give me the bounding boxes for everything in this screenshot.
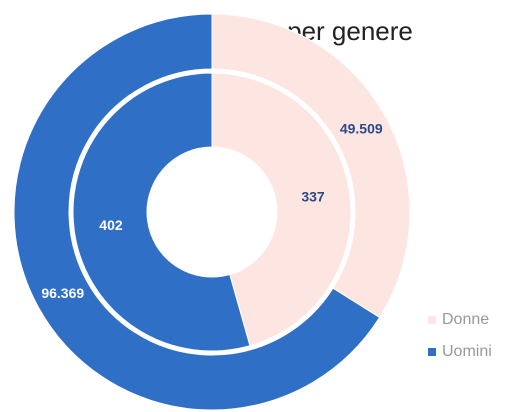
- data-label: 96.369: [41, 285, 84, 301]
- legend-label: Donne: [442, 311, 489, 328]
- data-label: 402: [99, 217, 123, 233]
- donut-slice: [211, 13, 411, 319]
- data-label: 337: [301, 189, 325, 205]
- data-label: 49.509: [340, 120, 383, 136]
- donut-slice: [72, 72, 251, 352]
- donut-slice: [13, 13, 381, 411]
- legend-swatch: [428, 316, 436, 324]
- legend-label: Uomini: [442, 343, 492, 360]
- donut-slice: [211, 72, 352, 347]
- legend-swatch: [428, 348, 436, 356]
